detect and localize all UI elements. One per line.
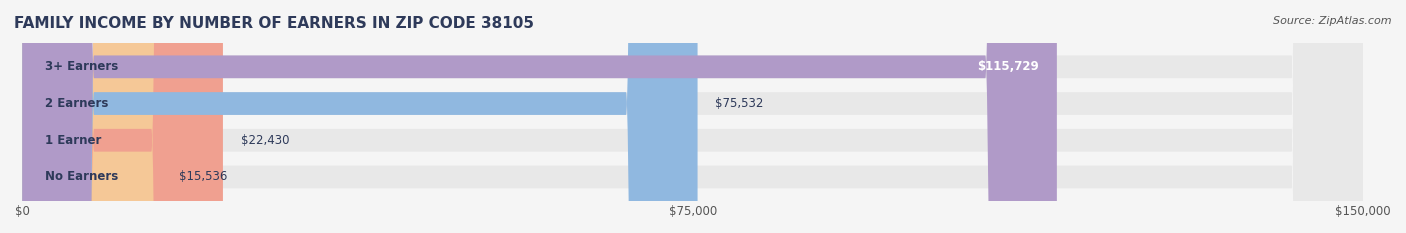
Text: FAMILY INCOME BY NUMBER OF EARNERS IN ZIP CODE 38105: FAMILY INCOME BY NUMBER OF EARNERS IN ZI… (14, 16, 534, 31)
Text: 3+ Earners: 3+ Earners (45, 60, 118, 73)
FancyBboxPatch shape (22, 0, 162, 233)
FancyBboxPatch shape (22, 0, 697, 233)
Text: $75,532: $75,532 (716, 97, 763, 110)
FancyBboxPatch shape (22, 0, 1364, 233)
FancyBboxPatch shape (22, 0, 1364, 233)
Text: 1 Earner: 1 Earner (45, 134, 101, 147)
FancyBboxPatch shape (22, 0, 1364, 233)
Text: $115,729: $115,729 (977, 60, 1039, 73)
FancyBboxPatch shape (22, 0, 1364, 233)
Text: $22,430: $22,430 (240, 134, 290, 147)
Text: $15,536: $15,536 (179, 171, 228, 183)
Text: 2 Earners: 2 Earners (45, 97, 108, 110)
Text: Source: ZipAtlas.com: Source: ZipAtlas.com (1274, 16, 1392, 26)
FancyBboxPatch shape (22, 0, 1057, 233)
FancyBboxPatch shape (22, 0, 224, 233)
Text: No Earners: No Earners (45, 171, 118, 183)
